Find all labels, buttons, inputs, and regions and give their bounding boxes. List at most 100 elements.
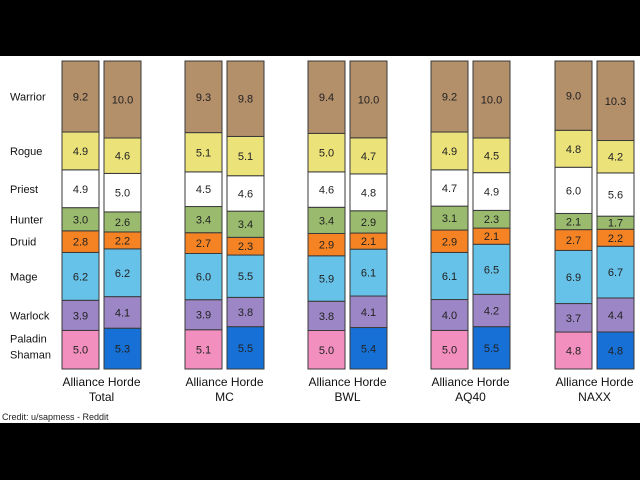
data-label: 2.3 (484, 214, 499, 226)
bar-segment-bwl-horde-priest (349, 173, 388, 212)
data-label: 5.3 (115, 344, 130, 356)
data-label: 5.5 (484, 343, 499, 355)
bar-segment-mc-horde-shaman (226, 326, 265, 370)
bar-segment-naxx-horde-warrior (596, 60, 635, 142)
group-label-aq40: AQ40 (455, 390, 486, 404)
bar-segment-mc-horde-warrior (226, 60, 265, 137)
bar-segment-mc-alliance-hunter (184, 206, 223, 234)
data-label: 4.8 (566, 144, 581, 156)
faction-labels-aq40: Alliance Horde (431, 375, 509, 389)
faction-labels-naxx: Alliance Horde (555, 375, 633, 389)
bar-segment-aq40-alliance-priest (430, 169, 469, 207)
data-label: 6.5 (484, 264, 499, 276)
data-label: 5.6 (608, 190, 623, 202)
bar-segment-mc-alliance-warlock (184, 299, 223, 331)
data-label: 4.5 (196, 184, 211, 196)
data-label: 5.0 (319, 148, 334, 160)
data-label: 6.2 (73, 271, 88, 283)
data-label: 6.2 (115, 268, 130, 280)
bar-segment-bwl-horde-warlock (349, 295, 388, 329)
bar-segment-bwl-horde-shaman (349, 327, 388, 370)
bar-segment-total-horde-warrior (103, 60, 142, 139)
data-label: 4.7 (442, 183, 457, 195)
group-label-naxx: NAXX (578, 390, 611, 404)
bar-segment-mc-alliance-warrior (184, 60, 223, 134)
data-label: 4.7 (361, 151, 376, 163)
data-label: 4.6 (115, 151, 130, 163)
data-label: 4.8 (361, 187, 376, 199)
data-label: 2.2 (608, 233, 623, 245)
data-label: 4.9 (442, 146, 457, 158)
class-label-warlock: Warlock (10, 310, 50, 322)
bar-segment-naxx-alliance-mage (554, 249, 593, 305)
data-label: 2.7 (566, 235, 581, 247)
data-label: 5.1 (238, 151, 253, 163)
data-label: 10.0 (481, 95, 502, 107)
bar-segment-naxx-horde-shaman (596, 331, 635, 370)
bar-segment-total-alliance-warrior (61, 60, 100, 133)
data-label: 1.7 (608, 218, 623, 230)
data-label: 2.9 (442, 236, 457, 248)
bar-segment-mc-horde-mage (226, 254, 265, 298)
data-label: 4.0 (442, 310, 457, 322)
data-label: 10.0 (112, 95, 133, 107)
data-label: 2.1 (484, 231, 499, 243)
bar-segment-bwl-alliance-warrior (307, 60, 346, 134)
bar-segment-aq40-horde-warlock (472, 293, 511, 328)
class-label-warrior: Warrior (10, 92, 46, 104)
bar-segment-aq40-alliance-rogue (430, 131, 469, 171)
data-label: 2.3 (238, 241, 253, 253)
class-label-shaman: Shaman (10, 350, 51, 362)
faction-labels-bwl: Alliance Horde (308, 375, 386, 389)
data-label: 10.0 (358, 94, 379, 106)
data-label: 3.4 (196, 215, 211, 227)
data-label: 4.4 (608, 310, 623, 322)
data-label: 5.0 (442, 345, 457, 357)
bar-segment-bwl-horde-warrior (349, 60, 388, 139)
bar-segment-bwl-alliance-rogue (307, 132, 346, 173)
class-label-paladin: Paladin (10, 334, 47, 346)
credit-text: Credit: u/sapmess - Reddit (2, 412, 109, 422)
data-label: 2.1 (361, 236, 376, 248)
group-label-total: Total (89, 390, 114, 404)
data-label: 3.9 (196, 310, 211, 322)
bar-segment-total-alliance-paladin (61, 329, 100, 370)
bar-segment-naxx-horde-warlock (596, 297, 635, 333)
bar-segment-naxx-horde-priest (596, 172, 635, 217)
data-label: 6.1 (361, 268, 376, 280)
data-label: 9.8 (238, 94, 253, 106)
bars-layer: 5.0 3.9 6.2 2.8 3.0 4.9 4.9 9.2 5.3 4.1 6.2 2.2 2.6 5… (61, 60, 635, 370)
data-label: 2.6 (115, 217, 130, 229)
bar-segment-aq40-horde-shaman (472, 326, 511, 370)
faction-labels-total: Alliance Horde (62, 375, 140, 389)
data-label: 2.8 (73, 237, 88, 249)
bar-segment-total-horde-rogue (103, 137, 142, 174)
data-label: 3.8 (319, 311, 334, 323)
data-label: 3.4 (238, 219, 253, 231)
bar-segment-total-horde-warlock (103, 296, 142, 329)
data-label: 5.0 (319, 345, 334, 357)
data-label: 5.5 (238, 343, 253, 355)
bar-segment-aq40-horde-priest (472, 172, 511, 211)
bar-segment-aq40-alliance-warrior (430, 60, 469, 133)
data-label: 2.2 (115, 235, 130, 247)
data-label: 4.8 (566, 346, 581, 358)
class-label-mage: Mage (10, 271, 38, 283)
data-label: 6.0 (196, 272, 211, 284)
bar-segment-total-alliance-rogue (61, 131, 100, 171)
bar-segment-naxx-alliance-rogue (554, 129, 593, 168)
data-label: 4.1 (115, 307, 130, 319)
data-label: 9.3 (196, 92, 211, 104)
bar-segment-bwl-alliance-mage (307, 255, 346, 302)
data-label: 3.8 (238, 307, 253, 319)
bar-segment-aq40-horde-rogue (472, 137, 511, 174)
bar-segment-naxx-alliance-priest (554, 166, 593, 214)
data-label: 4.6 (319, 185, 334, 197)
data-label: 5.4 (361, 343, 376, 355)
data-label: 2.1 (566, 217, 581, 229)
bar-segment-aq40-alliance-paladin (430, 329, 469, 370)
bar-segment-mc-alliance-priest (184, 171, 223, 208)
data-label: 6.9 (566, 272, 581, 284)
data-label: 9.2 (442, 92, 457, 104)
data-label: 4.5 (484, 150, 499, 162)
